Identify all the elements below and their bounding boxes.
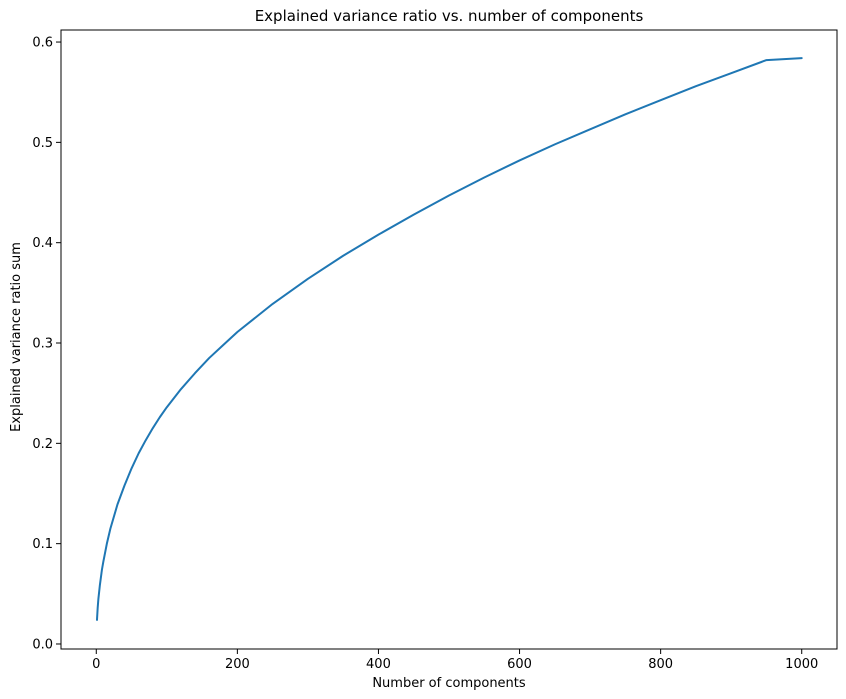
y-tick-label-3: 0.3 (32, 337, 53, 352)
x-axis-label: Number of components (372, 676, 526, 691)
y-tick-label-4: 0.4 (32, 236, 53, 251)
series-line-0 (95, 57, 803, 621)
chart-title: Explained variance ratio vs. number of c… (255, 7, 644, 25)
plot-area: 0 200 400 600 800 1000 0.0 0.1 0.2 0.3 0.4 0.5 0.6 (32, 29, 838, 672)
x-tick-label-3: 600 (507, 657, 532, 672)
x-tick-label-0: 0 (92, 657, 100, 672)
y-tick-label-5: 0.5 (32, 136, 53, 151)
axes-frame (60, 29, 838, 650)
y-axis-label: Explained variance ratio sum (9, 242, 24, 432)
x-tick-label-5: 1000 (785, 657, 818, 672)
y-tick-label-1: 0.1 (32, 537, 53, 552)
x-tick-label-1: 200 (225, 657, 250, 672)
x-tick-label-2: 400 (366, 657, 391, 672)
y-tick-label-2: 0.2 (32, 437, 53, 452)
y-tick-label-6: 0.6 (32, 36, 53, 51)
y-tick-label-0: 0.0 (32, 637, 53, 652)
x-tick-label-4: 800 (648, 657, 673, 672)
